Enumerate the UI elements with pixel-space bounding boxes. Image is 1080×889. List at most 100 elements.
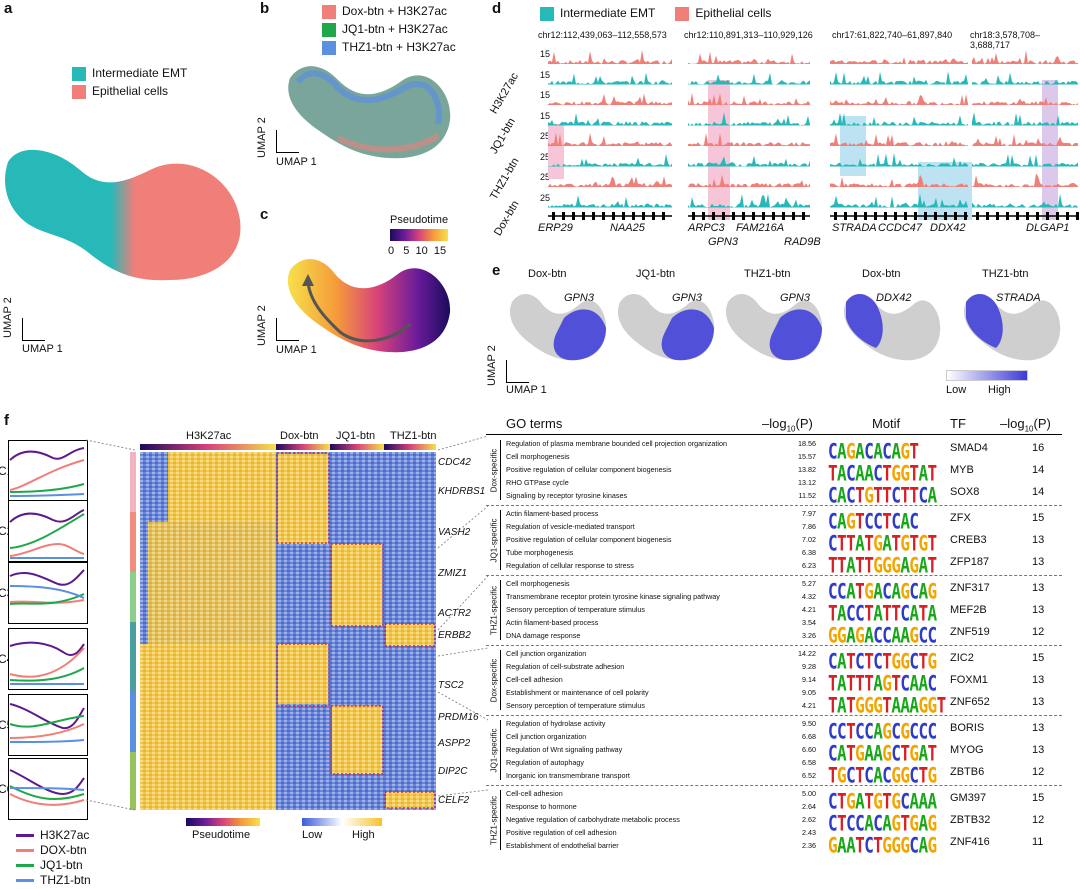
motif-logo: CATCTCTGGCTG (828, 648, 937, 670)
go-logp: 5.27 (802, 579, 816, 588)
group-label: JQ1-specific (489, 518, 499, 563)
legend-swatch (322, 4, 336, 19)
pseudotime-colorbar (186, 818, 260, 826)
tf-name: BORIS (950, 722, 985, 734)
gene-label: STRADA (996, 292, 1041, 304)
legend-item: DOX-btn (16, 843, 91, 858)
go-term: Positive regulation of cell adhesion (506, 828, 617, 837)
motif-logo: CAGTCCTCAC (828, 508, 919, 530)
group-bracket (500, 720, 505, 780)
legend-item: Epithelial cells (675, 4, 771, 22)
tick: 5 (403, 245, 410, 257)
tf-logp: 13 (1032, 556, 1045, 568)
go-logp: 6.60 (802, 745, 816, 754)
gene-label: PRDM16 (438, 712, 479, 723)
group-label: Dox-specific (489, 448, 499, 493)
go-term: Cell junction organization (506, 732, 587, 741)
tf-logp: 15 (1032, 512, 1045, 524)
motif-header: Motif (872, 416, 901, 431)
legend-label: JQ1-btn + H3K27ac (342, 22, 448, 36)
signal-track (972, 72, 1078, 85)
motif-logo: TACAACTGGTAT (828, 460, 937, 482)
go-logp: 6.38 (802, 548, 816, 557)
go-term: Sensory perception of temperature stimul… (506, 701, 646, 710)
group-bracket (500, 790, 505, 850)
region-coord: chr17:61,822,740–61,897,840 (832, 30, 953, 40)
go-term: Regulation of vesicle-mediated transport (506, 522, 635, 531)
tf-logp: 11 (1032, 836, 1044, 848)
legend-swatch (16, 864, 34, 868)
legend-label: DOX-btn (40, 843, 87, 857)
go-term: Negative regulation of carbohydrate meta… (506, 815, 680, 824)
go-term: Regulation of plasma membrane bounded ce… (506, 439, 727, 448)
umap-yaxis-label: UMAP 2 (2, 297, 14, 338)
go-term: RHO GTPase cycle (506, 478, 569, 487)
go-logp: 14.22 (798, 649, 816, 658)
group-label: THZ1-specific (489, 585, 499, 636)
motif-logo: TACCTATTCATA (828, 600, 937, 622)
region-coord: chr12:110,891,313–110,929,126 (684, 30, 813, 40)
motif-logo: TATTTAGTCAAC (828, 670, 937, 692)
heatmap-col-header: Dox-btn (280, 430, 319, 442)
cluster-profile-plot (8, 628, 88, 690)
highlight-region (548, 124, 564, 179)
go-logp: 15.57 (798, 452, 816, 461)
highlight-region (918, 162, 972, 220)
tf-name: ZNF317 (950, 582, 990, 594)
tf-name: MYB (950, 464, 974, 476)
scale: 25 (540, 172, 551, 182)
signal-track (548, 153, 672, 167)
group-label: JQ1-specific (489, 728, 499, 773)
go-logp: 9.05 (802, 688, 816, 697)
track-scales: 15 15 15 15 25 25 25 25 (540, 44, 550, 208)
scale: 15 (540, 110, 551, 121)
logp-suffix: (P) (1033, 416, 1051, 431)
go-logp: 13.12 (798, 478, 816, 487)
trajectory-arrow (306, 281, 412, 343)
tf-name: ZNF416 (950, 836, 990, 848)
panel-a-label: a (4, 0, 13, 17)
go-term: Positive regulation of cellular componen… (506, 465, 672, 474)
logp2-header: –log10(P) (1000, 416, 1051, 434)
go-terms-header: GO terms (506, 416, 563, 431)
go-logp: 6.52 (802, 771, 816, 780)
go-term: Regulation of Wnt signaling pathway (506, 745, 623, 754)
logp-header: –log10(P) (762, 416, 813, 434)
go-logp: 4.21 (802, 605, 816, 614)
panel-a-legend: Intermediate EMT Epithelial cells (72, 64, 187, 100)
plot-title: Dox-btn (528, 268, 567, 280)
go-logp: 11.52 (798, 491, 816, 500)
legend-item: H3K27ac (16, 828, 91, 843)
tf-name: CREB3 (950, 534, 987, 546)
group-separator (486, 715, 1062, 716)
tick: 10 (415, 245, 428, 257)
umap-expression-plot (509, 293, 607, 361)
tf-header: TF (950, 416, 966, 431)
go-logp: 3.54 (802, 618, 816, 627)
plot-title: Dox-btn (862, 268, 901, 280)
legend-item: THZ1-btn + H3K27ac (322, 38, 456, 56)
tf-name: GM397 (950, 792, 987, 804)
tick: 0 (388, 245, 395, 257)
go-term: Cell-cell adhesion (506, 789, 563, 798)
signal-track (548, 195, 672, 208)
legend-item: Intermediate EMT (72, 64, 187, 82)
table-rule (486, 434, 1062, 435)
group-separator (486, 645, 1062, 646)
umap-axes-e (506, 360, 529, 383)
umap-expression-plot (725, 293, 823, 361)
legend-item: JQ1-btn + H3K27ac (322, 20, 456, 38)
low-high-colorbar (302, 818, 382, 826)
signal-track (830, 94, 968, 105)
signal-track (548, 113, 672, 126)
tf-logp: 13 (1032, 604, 1045, 616)
panel-e-label: e (492, 262, 501, 279)
signal-track (688, 51, 810, 64)
tf-name: MEF2B (950, 604, 987, 616)
go-term: Establishment or maintenance of cell pol… (506, 688, 649, 697)
genome-tracks (548, 50, 1079, 220)
signal-track (688, 112, 810, 126)
umap-expression-plot (843, 293, 941, 361)
signal-track (830, 193, 968, 208)
scale: 15 (540, 69, 551, 80)
